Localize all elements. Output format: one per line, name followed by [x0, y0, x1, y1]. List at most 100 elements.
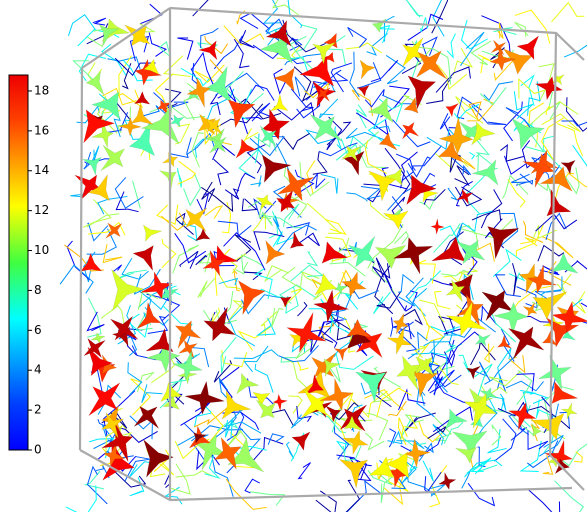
- network-strand: [287, 442, 294, 459]
- network-strand: [241, 13, 269, 28]
- network-strand: [245, 479, 260, 493]
- network-strand: [242, 117, 261, 134]
- box-edge: [550, 455, 584, 490]
- network-strand: [356, 113, 388, 135]
- colorbar-gradient: [9, 75, 28, 450]
- network-strand: [307, 252, 317, 266]
- network-node: [472, 160, 498, 185]
- network-strand: [177, 38, 192, 60]
- network-strand: [440, 113, 450, 129]
- network-strand: [535, 181, 553, 200]
- network-strand: [373, 292, 390, 314]
- network-strand: [500, 394, 506, 411]
- network-node: [339, 459, 367, 488]
- network-node: [416, 51, 446, 79]
- network-strand: [307, 203, 341, 233]
- network-strand: [224, 233, 266, 270]
- network-node: [369, 457, 394, 478]
- network-strand: [557, 124, 582, 156]
- network-strand: [492, 425, 501, 446]
- network-strand: [195, 138, 214, 158]
- network-strand: [469, 152, 474, 159]
- network-node: [523, 303, 537, 317]
- network-strand: [218, 221, 251, 236]
- network-node: [497, 335, 511, 348]
- network-strand: [480, 87, 506, 104]
- network-strand: [86, 471, 104, 489]
- network-strand: [205, 206, 222, 219]
- network-strand: [244, 272, 261, 279]
- colorbar-tick-label: 6: [34, 323, 42, 337]
- network-node: [274, 68, 295, 91]
- network-node: [310, 114, 342, 141]
- network-strand: [321, 175, 338, 194]
- network-node: [256, 400, 275, 418]
- network-node: [355, 372, 386, 402]
- network-strand: [272, 308, 284, 327]
- network-strand: [288, 0, 302, 28]
- network-node: [368, 97, 393, 122]
- colorbar-tick-label: 4: [34, 363, 42, 377]
- network-strand: [288, 396, 302, 413]
- network-strand: [262, 212, 272, 225]
- network-strand: [447, 34, 455, 58]
- network-strand: [169, 137, 191, 157]
- network-strand: [133, 181, 141, 209]
- network-node: [561, 403, 577, 419]
- network-strand: [481, 16, 510, 52]
- network-strand: [128, 362, 142, 395]
- network-strand: [527, 489, 559, 512]
- network-strand: [103, 244, 122, 262]
- network-node: [270, 94, 288, 111]
- network-strand: [98, 196, 127, 214]
- network-strand: [131, 379, 151, 416]
- network-node: [508, 327, 544, 359]
- network-node: [456, 447, 477, 463]
- network-node: [92, 92, 120, 119]
- colorbar-tick-label: 0: [34, 443, 42, 457]
- network-strand: [459, 355, 470, 372]
- network-strand: [398, 275, 414, 292]
- network-strand: [291, 89, 313, 111]
- network-strand: [66, 485, 96, 512]
- network-strand: [359, 132, 386, 168]
- network-strand: [93, 18, 106, 25]
- network-strand: [347, 481, 382, 512]
- colorbar-tick-label: 10: [34, 243, 49, 257]
- network-strand: [171, 464, 191, 494]
- network-strand: [561, 121, 587, 126]
- network-node: [439, 473, 456, 490]
- network-node: [552, 382, 578, 404]
- network-strand: [282, 133, 309, 149]
- network-node: [292, 432, 310, 451]
- network-strand: [468, 483, 494, 505]
- network-strand: [234, 350, 279, 359]
- box-edge: [80, 68, 82, 450]
- network-node: [81, 253, 102, 271]
- box-edge: [170, 8, 584, 60]
- network-strand: [221, 337, 236, 373]
- network-strand: [432, 0, 453, 33]
- network-strand: [406, 0, 424, 17]
- network-strand: [512, 174, 530, 182]
- network-strand: [299, 463, 311, 479]
- visualization: 024681012141618: [0, 0, 587, 512]
- network-strand: [423, 461, 433, 481]
- network-strand: [512, 263, 516, 295]
- network-strand: [162, 239, 176, 268]
- network-strand: [433, 0, 444, 36]
- network-strand: [543, 455, 553, 474]
- network-strand: [255, 364, 273, 393]
- colorbar-tick-label: 8: [34, 283, 42, 297]
- network-node: [445, 409, 467, 430]
- network-node: [185, 381, 225, 414]
- network-strand: [225, 419, 232, 438]
- network-node: [290, 232, 304, 249]
- network-strand: [455, 166, 470, 185]
- network-node: [196, 229, 211, 241]
- network-strand: [471, 342, 496, 365]
- network-node: [360, 60, 375, 79]
- page: Network visualization html,body{margin:0…: [0, 0, 587, 512]
- network-strand: [230, 302, 255, 346]
- network-strand: [198, 278, 215, 297]
